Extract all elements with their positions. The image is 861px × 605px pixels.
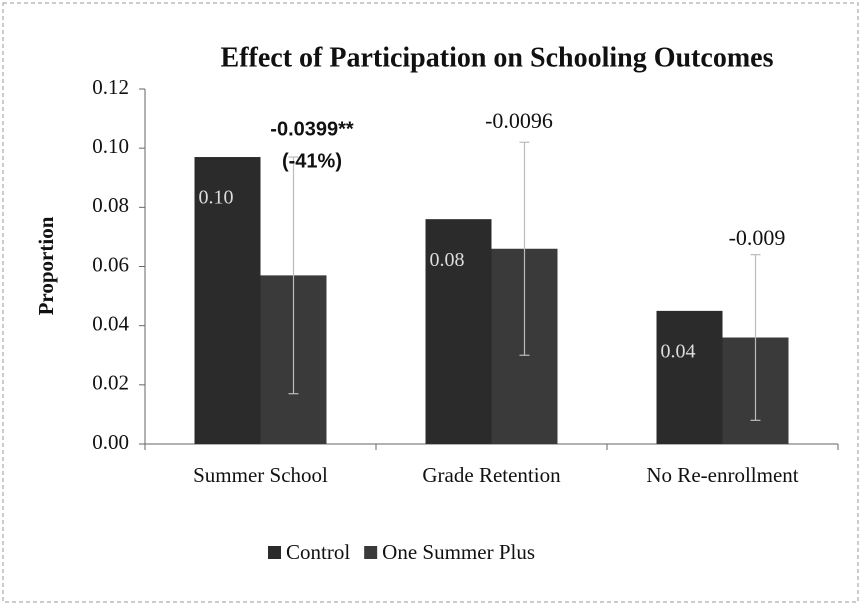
bar — [425, 219, 492, 444]
error-bar — [519, 141, 530, 356]
y-tick-label: 0.10 — [92, 134, 129, 158]
legend-label: Control — [286, 540, 350, 564]
bar — [194, 157, 261, 444]
y-axis-label: Proportion — [34, 216, 58, 315]
data-label: 0.10 — [199, 187, 234, 209]
error-bar — [750, 254, 761, 421]
y-tick-label: 0.04 — [92, 311, 129, 335]
y-tick-label: 0.12 — [92, 75, 129, 99]
y-tick-label: 0.06 — [92, 252, 129, 276]
legend-swatch — [364, 546, 378, 559]
annotation: (-41%) — [282, 150, 342, 172]
bar — [656, 310, 723, 444]
data-label: 0.04 — [661, 340, 696, 362]
x-tick-label: Summer School — [193, 463, 328, 487]
annotation: -0.0096 — [485, 108, 553, 133]
annotation: -0.009 — [729, 225, 786, 250]
data-label: 0.08 — [430, 249, 465, 271]
legend-label: One Summer Plus — [382, 540, 535, 564]
x-tick-label: No Re-enrollment — [646, 463, 798, 487]
error-bar — [288, 156, 299, 395]
x-tick-label: Grade Retention — [422, 463, 561, 487]
y-tick-label: 0.02 — [92, 371, 129, 395]
chart-title: Effect of Participation on Schooling Out… — [221, 42, 774, 73]
annotation: -0.0399** — [270, 118, 354, 140]
y-tick-label: 0.00 — [92, 430, 129, 454]
y-tick-label: 0.08 — [92, 193, 129, 217]
legend-swatch — [268, 546, 281, 559]
